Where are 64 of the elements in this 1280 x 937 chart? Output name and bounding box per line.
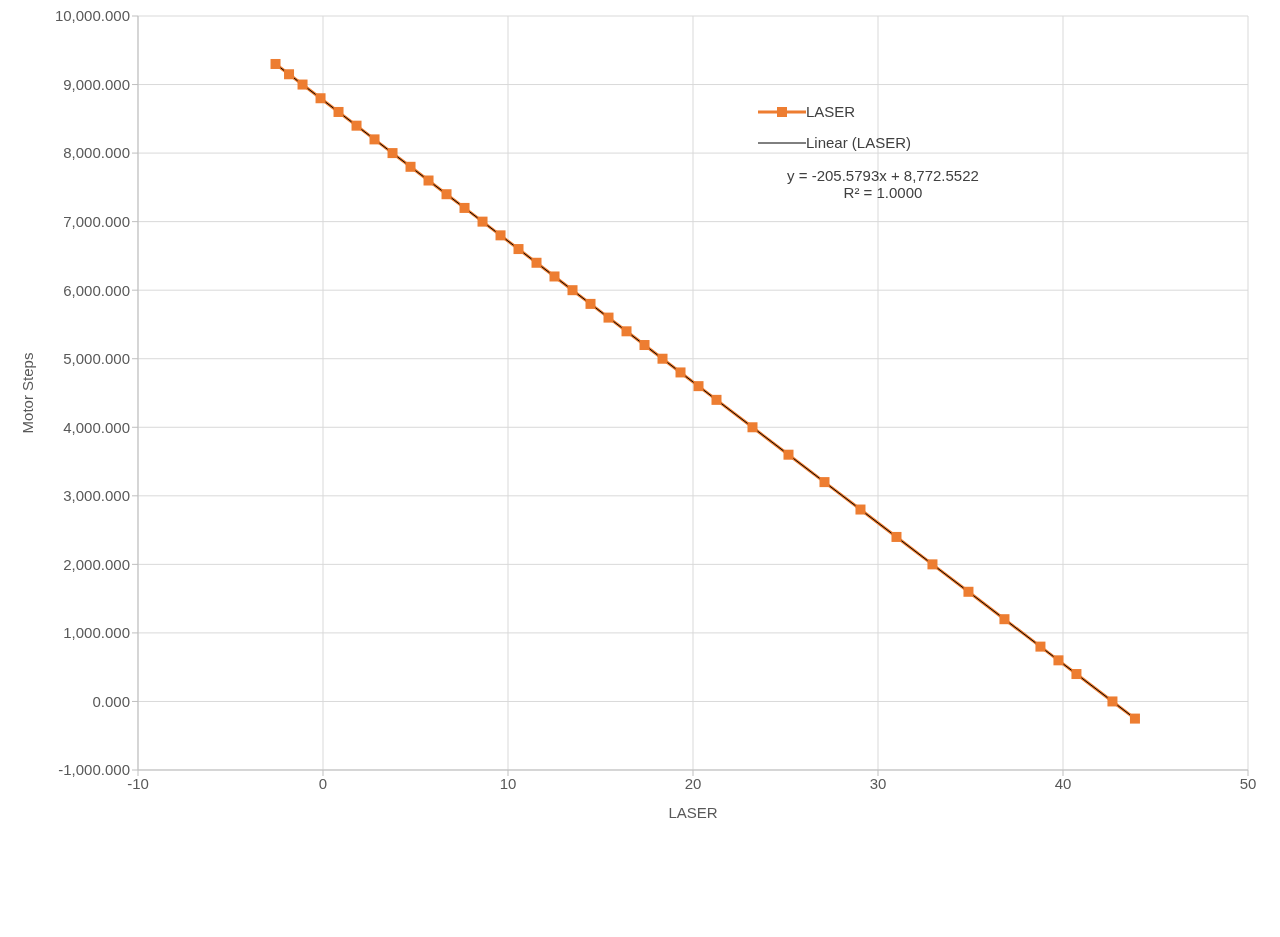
legend-label: LASER (806, 103, 856, 120)
point (477, 216, 488, 227)
point (711, 394, 722, 405)
x-tick-label: 40 (1054, 774, 1072, 792)
y-tick-label: 10,000.000 (54, 7, 130, 25)
point (675, 367, 686, 378)
x-tick-label: 30 (869, 774, 887, 792)
y-tick-label: 0.000 (92, 692, 130, 710)
point (459, 202, 470, 213)
point (495, 230, 506, 241)
point (531, 257, 542, 268)
x-tick-label: 0 (318, 774, 328, 792)
point (405, 161, 416, 172)
y-tick-label: 6,000.000 (63, 281, 130, 299)
legend-label: Linear (LASER) (806, 134, 912, 151)
point (657, 353, 668, 364)
y-tick-label: 8,000.000 (63, 144, 130, 162)
x-tick-label: 10 (499, 774, 517, 792)
y-tick-label: 4,000.000 (63, 418, 130, 436)
point (747, 422, 758, 433)
point (1071, 669, 1082, 680)
y-tick-label: 7,000.000 (63, 212, 130, 230)
point (855, 504, 866, 515)
point (333, 106, 344, 117)
point (549, 271, 560, 282)
y-tick-label: 5,000.000 (63, 350, 130, 368)
point (819, 477, 830, 488)
point (567, 285, 578, 296)
point (963, 586, 974, 597)
point (1107, 696, 1118, 707)
point (999, 614, 1010, 625)
point (783, 449, 794, 460)
x-axis-title: LASER (668, 804, 718, 821)
y-tick-label: 2,000.000 (63, 555, 130, 573)
x-tick-label: -10 (127, 774, 149, 792)
y-tick-label: 3,000.000 (63, 487, 130, 505)
point (387, 148, 398, 159)
point (369, 134, 380, 145)
point (270, 58, 281, 69)
point (621, 326, 632, 337)
point (351, 120, 362, 131)
annotation: R² = 1.0000 (842, 184, 924, 201)
point (1129, 713, 1140, 724)
point (284, 69, 295, 80)
annotation: y = -205.5793x + 8,772.5522 (786, 167, 980, 184)
point (423, 175, 434, 186)
y-tick-label: 1,000.000 (63, 624, 130, 642)
point (513, 244, 524, 255)
point (585, 298, 596, 309)
point (891, 531, 902, 542)
point (1035, 641, 1046, 652)
y-tick-label: 9,000.000 (63, 75, 130, 93)
point (927, 559, 938, 570)
y-tick-label: -1,000.000 (58, 761, 130, 779)
point (639, 340, 650, 351)
point (603, 312, 614, 323)
point (315, 93, 326, 104)
x-tick-label: 50 (1239, 774, 1257, 792)
point (441, 189, 452, 200)
y-axis-title: Motor Steps (19, 352, 37, 434)
point (1053, 655, 1064, 666)
x-tick-label: 20 (684, 774, 702, 792)
point (297, 79, 308, 90)
point (693, 381, 704, 392)
